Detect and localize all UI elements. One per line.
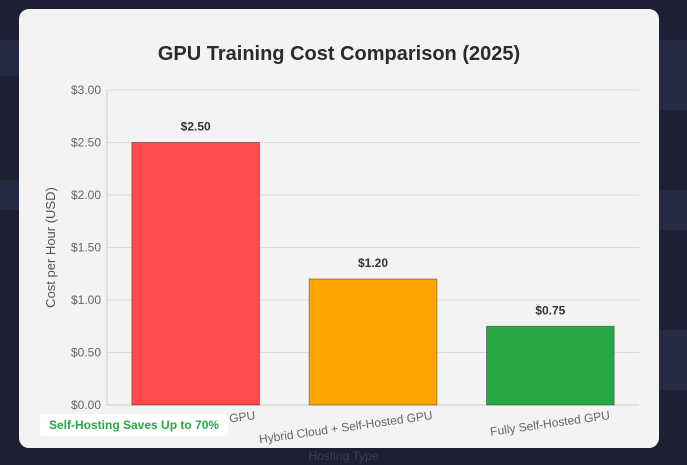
background-block bbox=[659, 190, 687, 230]
data-label: $1.20 bbox=[358, 256, 388, 270]
bar bbox=[485, 325, 615, 406]
y-tick-label: $2.50 bbox=[71, 136, 101, 150]
bar-chart: $0.00 $0.50 $1.00 $1.50 $2.00 $2.50 $3.00 Cost … bbox=[43, 83, 639, 446]
background-block bbox=[659, 40, 687, 110]
background-block bbox=[0, 40, 19, 76]
bar bbox=[131, 142, 261, 406]
background-block bbox=[659, 330, 687, 390]
x-tick-label: Hybrid Cloud + Self-Hosted GPU bbox=[258, 408, 433, 446]
x-axis-title: Hosting Type bbox=[308, 449, 379, 463]
data-label: $0.75 bbox=[535, 303, 565, 317]
y-tick-label: $0.00 bbox=[71, 398, 101, 412]
savings-badge: Self-Hosting Saves Up to 70% bbox=[40, 414, 229, 436]
chart-title: GPU Training Cost Comparison (2025) bbox=[157, 43, 521, 65]
chart-card: GPU Training Cost Comparison (2025) $0.0… bbox=[19, 9, 659, 448]
data-label: $2.50 bbox=[181, 120, 211, 134]
y-tick-label: $3.00 bbox=[71, 83, 101, 97]
y-axis-title: Cost per Hour (USD) bbox=[43, 187, 58, 308]
y-tick-label: $1.00 bbox=[71, 293, 101, 307]
bar bbox=[308, 278, 438, 406]
x-tick-label: Fully Self-Hosted GPU bbox=[489, 408, 610, 439]
y-tick-label: $1.50 bbox=[71, 241, 101, 255]
y-tick-label: $0.50 bbox=[71, 346, 101, 360]
y-tick-label: $2.00 bbox=[71, 188, 101, 202]
background-block bbox=[0, 180, 19, 210]
